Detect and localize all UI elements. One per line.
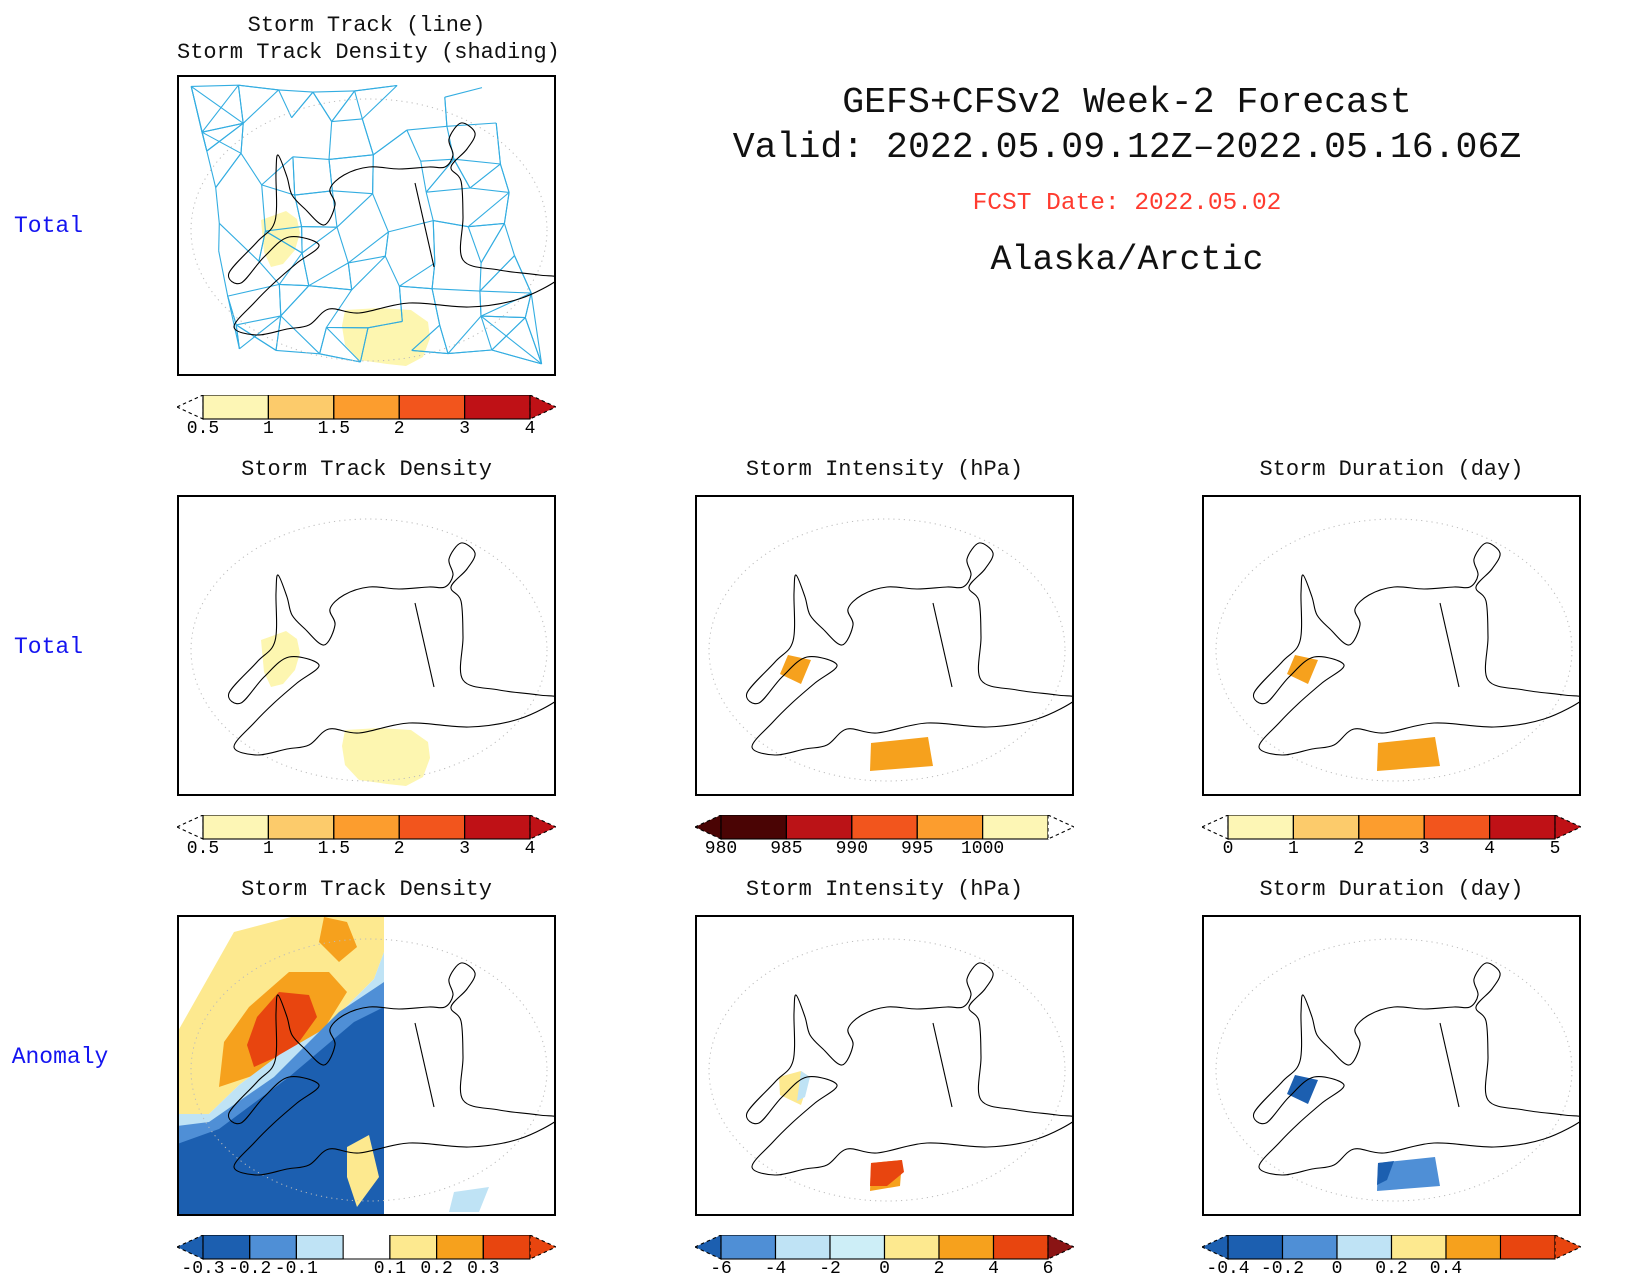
svg-text:0: 0 xyxy=(879,1259,890,1275)
svg-text:0.2: 0.2 xyxy=(1375,1259,1407,1275)
svg-text:1000: 1000 xyxy=(961,839,1004,855)
svg-text:3: 3 xyxy=(459,839,470,855)
svg-text:0.1: 0.1 xyxy=(374,1259,406,1275)
svg-text:-6: -6 xyxy=(710,1259,732,1275)
svg-text:1: 1 xyxy=(1288,839,1299,855)
svg-text:0.5: 0.5 xyxy=(187,839,219,855)
svg-text:0: 0 xyxy=(1223,839,1234,855)
svg-text:-0.3: -0.3 xyxy=(181,1259,224,1275)
svg-text:990: 990 xyxy=(836,839,868,855)
svg-text:6: 6 xyxy=(1043,1259,1054,1275)
svg-text:1: 1 xyxy=(263,839,274,855)
svg-text:5: 5 xyxy=(1550,839,1561,855)
svg-text:2: 2 xyxy=(394,419,405,435)
svg-text:1.5: 1.5 xyxy=(318,839,350,855)
svg-text:2: 2 xyxy=(394,839,405,855)
svg-text:985: 985 xyxy=(770,839,802,855)
svg-text:-0.1: -0.1 xyxy=(275,1259,318,1275)
svg-text:-0.2: -0.2 xyxy=(228,1259,271,1275)
svg-text:-2: -2 xyxy=(819,1259,841,1275)
svg-text:3: 3 xyxy=(459,419,470,435)
svg-text:2: 2 xyxy=(934,1259,945,1275)
svg-text:-0.2: -0.2 xyxy=(1261,1259,1304,1275)
svg-text:0.5: 0.5 xyxy=(187,419,219,435)
svg-text:980: 980 xyxy=(705,839,737,855)
svg-text:1.5: 1.5 xyxy=(318,419,350,435)
svg-text:0.3: 0.3 xyxy=(467,1259,499,1275)
svg-text:4: 4 xyxy=(988,1259,999,1275)
svg-text:-4: -4 xyxy=(765,1259,787,1275)
svg-text:0.2: 0.2 xyxy=(420,1259,452,1275)
svg-text:3: 3 xyxy=(1419,839,1430,855)
svg-text:4: 4 xyxy=(1484,839,1495,855)
svg-text:4: 4 xyxy=(525,419,536,435)
svg-text:995: 995 xyxy=(901,839,933,855)
svg-text:4: 4 xyxy=(525,839,536,855)
svg-text:2: 2 xyxy=(1353,839,1364,855)
svg-text:0.4: 0.4 xyxy=(1430,1259,1462,1275)
svg-text:-0.4: -0.4 xyxy=(1206,1259,1249,1275)
svg-text:1: 1 xyxy=(263,419,274,435)
svg-text:0: 0 xyxy=(1332,1259,1343,1275)
